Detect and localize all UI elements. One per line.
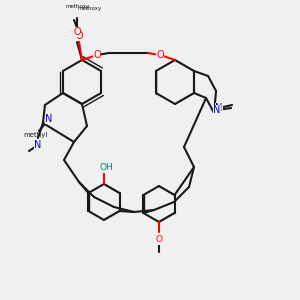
Text: N: N (213, 105, 221, 115)
Text: N: N (215, 103, 223, 113)
Text: N: N (34, 140, 42, 150)
Text: O: O (75, 31, 83, 41)
Text: OH: OH (99, 163, 113, 172)
Text: methoxy: methoxy (77, 6, 101, 11)
Text: N: N (45, 114, 52, 124)
Text: O: O (155, 236, 163, 244)
Text: methoxy: methoxy (66, 4, 90, 9)
Text: methyl: methyl (24, 132, 48, 138)
Text: O: O (93, 50, 101, 60)
Text: O: O (73, 27, 81, 37)
Text: O: O (156, 50, 164, 60)
